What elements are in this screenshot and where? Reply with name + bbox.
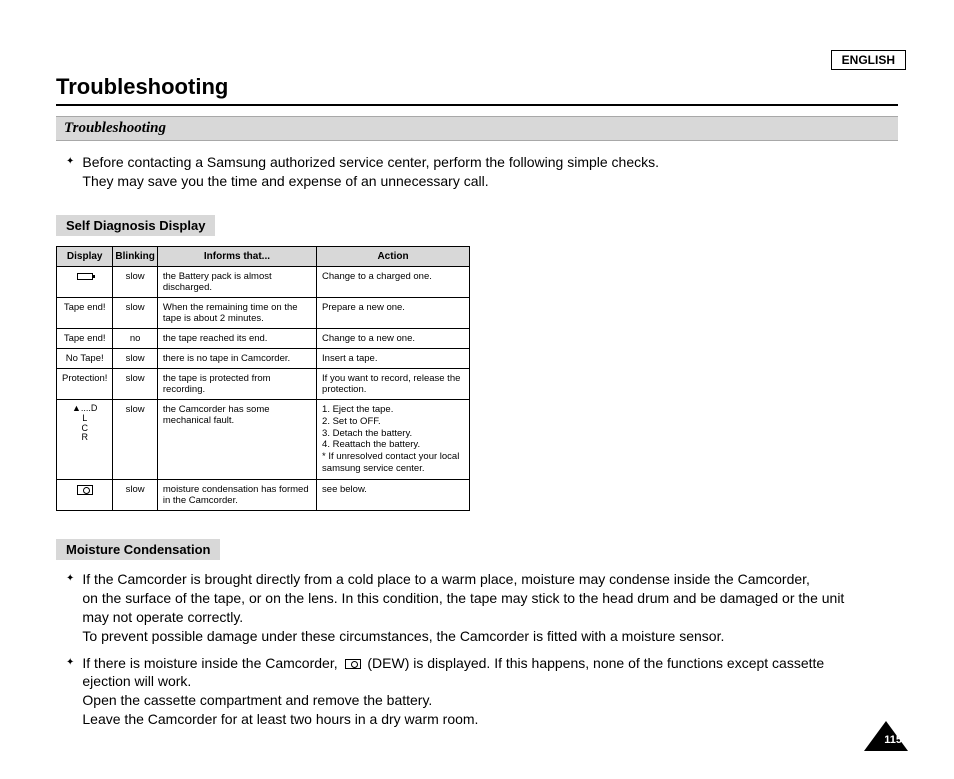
cell-informs: the tape reached its end. (157, 328, 316, 348)
th-blinking: Blinking (113, 246, 157, 266)
subtitle-bar: Troubleshooting (56, 116, 898, 141)
cell-action: Change to a new one. (317, 328, 470, 348)
cell-informs: moisture condensation has formed in the … (157, 480, 316, 511)
moisture-block: ✦ If the Camcorder is brought directly f… (56, 570, 912, 729)
cell-informs: the Battery pack is almost discharged. (157, 266, 316, 297)
moisture-p1a: If the Camcorder is brought directly fro… (82, 571, 810, 587)
page-number: 115 (884, 734, 902, 746)
moisture-p1d: To prevent possible damage under these c… (82, 628, 724, 644)
cell-display: No Tape! (57, 348, 113, 368)
cell-action: 1. Eject the tape.2. Set to OFF.3. Detac… (317, 399, 470, 479)
cell-display: Protection! (57, 368, 113, 399)
cell-blinking: slow (113, 399, 157, 479)
dew-icon (345, 659, 361, 669)
moisture-p1b: on the surface of the tape, or on the le… (82, 590, 844, 606)
table-row: Tape end!slowWhen the remaining time on … (57, 297, 470, 328)
section-self-diagnosis: Self Diagnosis Display (56, 215, 215, 236)
cell-informs: When the remaining time on the tape is a… (157, 297, 316, 328)
table-row: ▲....DLCRslowthe Camcorder has some mech… (57, 399, 470, 479)
table-row: Protection!slowthe tape is protected fro… (57, 368, 470, 399)
bullet-diamond-icon: ✦ (66, 573, 74, 646)
intro-line1: Before contacting a Samsung authorized s… (82, 154, 659, 170)
dlcr-display: ▲....DLCR (62, 404, 107, 444)
section-moisture: Moisture Condensation (56, 539, 220, 560)
cell-informs: there is no tape in Camcorder. (157, 348, 316, 368)
cell-display: Tape end! (57, 297, 113, 328)
moisture-p2d: Leave the Camcorder for at least two hou… (82, 711, 478, 727)
cell-display: ▲....DLCR (57, 399, 113, 479)
th-display: Display (57, 246, 113, 266)
diagnosis-table: Display Blinking Informs that... Action … (56, 246, 470, 511)
cell-action: Change to a charged one. (317, 266, 470, 297)
intro-paragraph: ✦ Before contacting a Samsung authorized… (56, 153, 912, 191)
table-row: slowthe Battery pack is almost discharge… (57, 266, 470, 297)
cell-action: see below. (317, 480, 470, 511)
cell-blinking: no (113, 328, 157, 348)
language-box: ENGLISH (831, 50, 906, 70)
cell-action: If you want to record, release the prote… (317, 368, 470, 399)
th-action: Action (317, 246, 470, 266)
page-title: Troubleshooting (56, 74, 912, 100)
th-informs: Informs that... (157, 246, 316, 266)
cell-informs: the Camcorder has some mechanical fault. (157, 399, 316, 479)
cell-blinking: slow (113, 480, 157, 511)
cell-display (57, 266, 113, 297)
title-underline (56, 104, 898, 106)
dew-icon (77, 485, 93, 495)
cell-blinking: slow (113, 266, 157, 297)
moisture-p1c: may not operate correctly. (82, 609, 243, 625)
cell-action: Prepare a new one. (317, 297, 470, 328)
intro-line2: They may save you the time and expense o… (82, 173, 488, 189)
moisture-p2a-prefix: If there is moisture inside the Camcorde… (82, 655, 341, 671)
battery-icon (77, 273, 93, 280)
table-header-row: Display Blinking Informs that... Action (57, 246, 470, 266)
table-row: No Tape!slowthere is no tape in Camcorde… (57, 348, 470, 368)
cell-blinking: slow (113, 368, 157, 399)
table-row: Tape end!nothe tape reached its end.Chan… (57, 328, 470, 348)
cell-display (57, 480, 113, 511)
bullet-diamond-icon: ✦ (66, 156, 74, 191)
cell-blinking: slow (113, 348, 157, 368)
table-row: slowmoisture condensation has formed in … (57, 480, 470, 511)
cell-blinking: slow (113, 297, 157, 328)
cell-action: Insert a tape. (317, 348, 470, 368)
cell-display: Tape end! (57, 328, 113, 348)
bullet-diamond-icon: ✦ (66, 657, 74, 730)
moisture-p2c: Open the cassette compartment and remove… (82, 692, 432, 708)
cell-informs: the tape is protected from recording. (157, 368, 316, 399)
moisture-p2a-suffix: (DEW) is displayed. If this happens, non… (364, 655, 825, 671)
moisture-p2b: ejection will work. (82, 673, 191, 689)
